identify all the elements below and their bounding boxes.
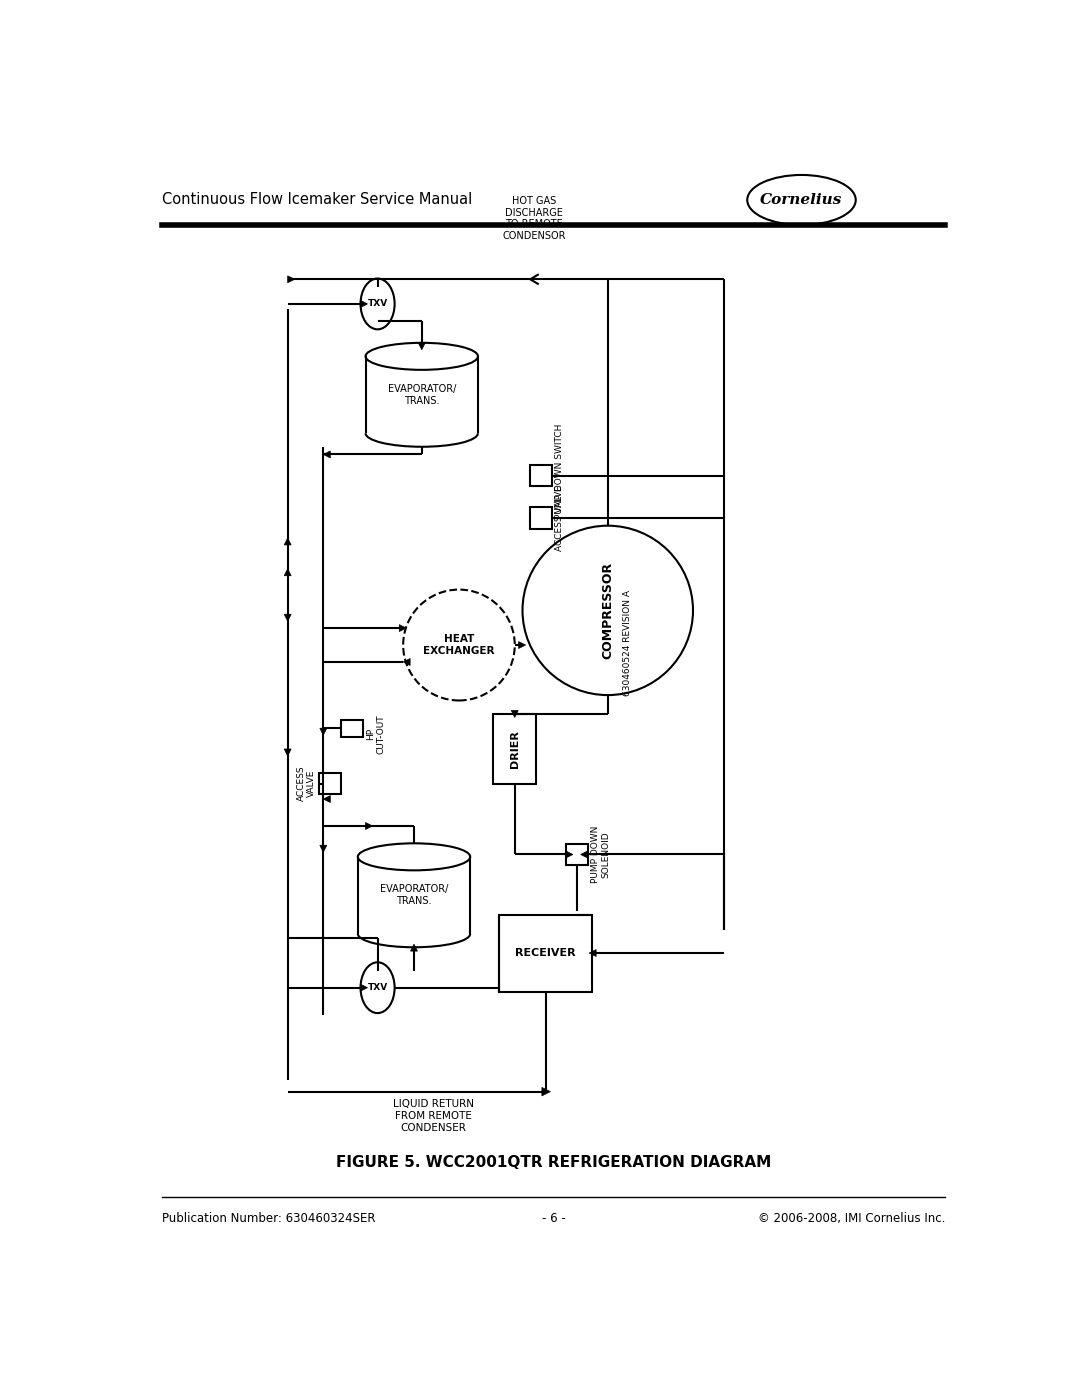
Polygon shape [581, 851, 588, 858]
Polygon shape [284, 538, 292, 545]
Bar [341, 719, 363, 736]
Text: ACCESS
VALVE: ACCESS VALVE [297, 766, 316, 802]
Text: Cornelius: Cornelius [760, 193, 842, 207]
Polygon shape [590, 950, 596, 957]
Bar [494, 714, 536, 784]
Polygon shape [320, 728, 327, 735]
Polygon shape [365, 823, 373, 830]
Text: EVAPORATOR/
TRANS.: EVAPORATOR/ TRANS. [380, 884, 448, 907]
Polygon shape [400, 624, 406, 631]
Polygon shape [410, 944, 418, 951]
Polygon shape [361, 300, 367, 307]
Bar [530, 465, 552, 486]
Text: HEAT
EXCHANGER: HEAT EXCHANGER [423, 634, 495, 655]
Polygon shape [284, 749, 292, 756]
Text: DRIER: DRIER [510, 731, 519, 768]
Text: RECEIVER: RECEIVER [515, 949, 576, 958]
Polygon shape [511, 711, 518, 718]
Bar [530, 507, 552, 529]
Text: COMPRESSOR: COMPRESSOR [602, 562, 615, 659]
Text: LIQUID RETURN
FROM REMOTE
CONDENSER: LIQUID RETURN FROM REMOTE CONDENSER [393, 1099, 474, 1133]
Polygon shape [566, 851, 572, 858]
Text: Publication Number: 630460324SER: Publication Number: 630460324SER [162, 1213, 376, 1225]
Polygon shape [518, 641, 526, 648]
Polygon shape [542, 1087, 551, 1095]
Text: PUMP DOWN SWITCH: PUMP DOWN SWITCH [555, 425, 564, 520]
Text: TXV: TXV [367, 299, 388, 309]
Text: TXV: TXV [367, 983, 388, 992]
Bar [566, 844, 588, 865]
Text: ACCESS VALVE: ACCESS VALVE [555, 485, 564, 550]
Bar [499, 915, 592, 992]
Text: Continuous Flow Icemaker Service Manual: Continuous Flow Icemaker Service Manual [162, 193, 472, 208]
Text: PUMP DOWN
SOLENOID: PUMP DOWN SOLENOID [591, 826, 610, 883]
Polygon shape [287, 275, 295, 282]
Polygon shape [320, 845, 327, 852]
Text: 630460524 REVISION A: 630460524 REVISION A [623, 590, 632, 696]
Polygon shape [403, 658, 410, 665]
Polygon shape [323, 795, 330, 802]
Polygon shape [323, 451, 330, 458]
Bar [320, 773, 341, 795]
Text: © 2006-2008, IMI Cornelius Inc.: © 2006-2008, IMI Cornelius Inc. [757, 1213, 945, 1225]
Polygon shape [284, 569, 292, 576]
Polygon shape [361, 985, 367, 990]
Text: - 6 -: - 6 - [542, 1213, 565, 1225]
Polygon shape [418, 342, 426, 349]
Text: HP
CUT-OUT: HP CUT-OUT [366, 714, 386, 754]
Text: EVAPORATOR/
TRANS.: EVAPORATOR/ TRANS. [388, 384, 456, 405]
Text: FIGURE 5. WCC2001QTR REFRIGERATION DIAGRAM: FIGURE 5. WCC2001QTR REFRIGERATION DIAGR… [336, 1155, 771, 1169]
Polygon shape [284, 615, 292, 622]
Text: HOT GAS
DISCHARGE
TO REMOTE
CONDENSOR: HOT GAS DISCHARGE TO REMOTE CONDENSOR [502, 196, 566, 240]
